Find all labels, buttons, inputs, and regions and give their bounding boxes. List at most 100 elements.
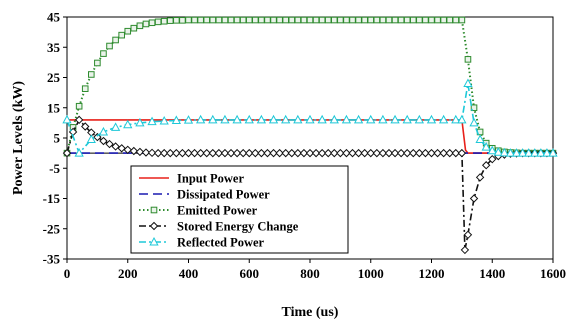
data-point-reflected-power (196, 114, 206, 124)
data-point-emitted-power (124, 27, 132, 35)
data-point-emitted-power (264, 16, 271, 24)
y-tick-label: 15 (47, 100, 61, 115)
data-point-reflected-power (98, 126, 109, 136)
data-point-reflected-power (457, 114, 467, 124)
data-point-stored-energy-change (299, 148, 309, 158)
data-point-reflected-power (220, 114, 230, 124)
legend-marker-reflected-power (149, 236, 159, 246)
data-point-reflected-power (208, 114, 218, 124)
data-point-reflected-power (123, 119, 133, 129)
data-point-emitted-power (118, 31, 125, 39)
data-point-stored-energy-change (366, 148, 375, 158)
data-point-emitted-power (215, 16, 223, 24)
data-point-emitted-power (452, 16, 460, 24)
x-tick-label: 0 (64, 266, 71, 281)
x-tick-label: 1200 (419, 266, 445, 281)
data-point-emitted-power (470, 104, 478, 112)
data-point-stored-energy-change (147, 148, 157, 158)
data-point-reflected-power (493, 147, 503, 156)
data-point-emitted-power (142, 20, 150, 28)
data-point-emitted-power (409, 16, 417, 24)
data-point-stored-energy-change (433, 148, 442, 158)
data-point-emitted-power (416, 16, 423, 24)
data-point-stored-energy-change (105, 139, 114, 149)
data-point-stored-energy-change (463, 230, 473, 240)
data-point-emitted-power (94, 59, 101, 67)
data-point-emitted-power (428, 16, 435, 24)
data-point-emitted-power (391, 16, 399, 24)
data-point-reflected-power (74, 148, 84, 157)
data-point-emitted-power (379, 16, 387, 24)
data-point-stored-energy-change (117, 144, 126, 153)
data-point-stored-energy-change (336, 148, 345, 158)
data-point-stored-energy-change (409, 148, 418, 158)
y-tick-label: 5 (54, 131, 61, 146)
data-point-reflected-power (402, 114, 412, 124)
data-point-emitted-power (373, 16, 381, 24)
data-point-reflected-power (62, 114, 72, 124)
data-point-stored-energy-change (396, 148, 406, 158)
data-point-emitted-power (397, 16, 405, 24)
data-point-stored-energy-change (214, 148, 224, 158)
series-emitted-power (63, 16, 557, 157)
data-point-reflected-power (366, 114, 376, 124)
y-tick-label: 25 (47, 70, 61, 85)
data-point-stored-energy-change (324, 148, 333, 158)
data-point-emitted-power (154, 18, 162, 26)
data-point-emitted-power (385, 16, 393, 24)
series-line-emitted-power (66, 19, 553, 155)
x-tick-label: 200 (118, 266, 138, 281)
data-point-stored-energy-change (445, 148, 454, 158)
data-point-emitted-power (81, 85, 89, 92)
data-point-emitted-power (294, 16, 302, 24)
data-point-emitted-power (233, 16, 241, 24)
data-point-emitted-power (173, 17, 180, 24)
data-point-emitted-power (446, 16, 454, 24)
x-tick-label: 1400 (479, 266, 505, 281)
data-point-stored-energy-change (342, 148, 351, 158)
data-point-reflected-power (281, 114, 291, 124)
data-point-reflected-power (147, 116, 157, 126)
data-point-reflected-power (536, 148, 546, 157)
data-point-emitted-power (403, 16, 411, 24)
y-tick-label: 35 (47, 40, 61, 55)
data-point-emitted-power (361, 16, 368, 24)
data-point-stored-energy-change (99, 136, 108, 146)
data-point-emitted-power (245, 16, 253, 24)
data-point-emitted-power (422, 16, 429, 24)
data-point-reflected-power (329, 114, 339, 124)
data-point-emitted-power (160, 17, 168, 25)
x-axis-title: Time (us) (282, 305, 339, 320)
data-point-reflected-power (86, 134, 96, 144)
data-point-stored-energy-change (123, 145, 132, 155)
data-point-reflected-power (542, 148, 552, 157)
data-point-stored-energy-change (348, 148, 357, 158)
legend-label-stored-energy-change: Stored Energy Change (177, 220, 299, 234)
data-point-emitted-power (337, 16, 344, 24)
data-point-stored-energy-change (287, 148, 296, 158)
data-point-emitted-power (209, 16, 217, 24)
data-point-stored-energy-change (360, 148, 369, 158)
data-point-emitted-power (221, 16, 229, 24)
data-point-reflected-power (426, 114, 437, 124)
series-layer (62, 16, 558, 255)
legend-marker-stored-energy-change (149, 221, 159, 231)
data-point-emitted-power (288, 16, 296, 24)
x-tick-label: 600 (240, 266, 260, 281)
data-point-reflected-power (317, 114, 327, 124)
data-point-stored-energy-change (178, 148, 187, 158)
data-point-emitted-power (185, 16, 192, 24)
x-tick-label: 1600 (540, 266, 566, 281)
data-point-emitted-power (458, 16, 466, 24)
data-point-stored-energy-change (257, 148, 266, 158)
data-point-reflected-power (341, 114, 352, 124)
data-point-stored-energy-change (330, 148, 339, 158)
data-point-reflected-power (378, 114, 388, 124)
data-point-emitted-power (75, 102, 83, 110)
data-point-reflected-power (353, 114, 364, 124)
data-point-stored-energy-change (81, 122, 90, 131)
data-point-emitted-power (270, 16, 277, 24)
data-point-stored-energy-change (317, 148, 327, 158)
data-point-stored-energy-change (293, 148, 303, 158)
